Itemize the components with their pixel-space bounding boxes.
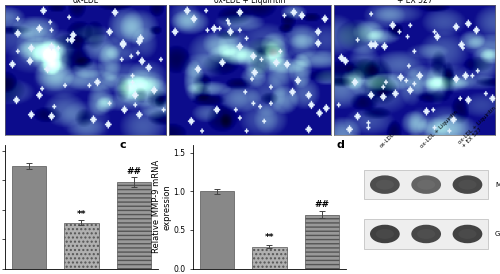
Text: **: ** bbox=[76, 210, 86, 219]
Y-axis label: Relative MMP-9 mRNA
expression: Relative MMP-9 mRNA expression bbox=[152, 160, 172, 253]
Ellipse shape bbox=[412, 225, 441, 243]
Text: MMP-9: MMP-9 bbox=[495, 182, 500, 188]
Text: ##: ## bbox=[314, 200, 330, 209]
Ellipse shape bbox=[412, 175, 441, 194]
Bar bbox=[364, 170, 488, 199]
Bar bbox=[12, 166, 46, 269]
Text: c: c bbox=[120, 140, 126, 150]
Text: d: d bbox=[336, 140, 344, 150]
Title: ox-LDL: ox-LDL bbox=[72, 0, 99, 5]
Bar bbox=[364, 219, 488, 249]
Title: ox-LDL + Liquiritin: ox-LDL + Liquiritin bbox=[214, 0, 286, 5]
Bar bbox=[305, 215, 339, 269]
Ellipse shape bbox=[458, 180, 476, 190]
Bar bbox=[117, 182, 151, 269]
Ellipse shape bbox=[376, 229, 394, 239]
Ellipse shape bbox=[376, 180, 394, 190]
Ellipse shape bbox=[417, 229, 436, 239]
Title: ox-LDL + Liquiritin
+ EX 527: ox-LDL + Liquiritin + EX 527 bbox=[378, 0, 450, 5]
Bar bbox=[200, 192, 234, 269]
Text: ox-LDL: ox-LDL bbox=[378, 132, 396, 149]
Ellipse shape bbox=[417, 180, 436, 190]
Text: ##: ## bbox=[126, 167, 142, 176]
Text: GAPDH: GAPDH bbox=[495, 231, 500, 237]
Text: ox-LDL + Liquiritin: ox-LDL + Liquiritin bbox=[420, 109, 460, 149]
Text: ox-LDL + Liquiritin
+ EX 527: ox-LDL + Liquiritin + EX 527 bbox=[457, 105, 500, 149]
Bar bbox=[64, 223, 98, 269]
Ellipse shape bbox=[452, 225, 482, 243]
Bar bbox=[252, 247, 286, 269]
Ellipse shape bbox=[370, 175, 400, 194]
Ellipse shape bbox=[458, 229, 476, 239]
Ellipse shape bbox=[452, 175, 482, 194]
Ellipse shape bbox=[370, 225, 400, 243]
Text: **: ** bbox=[264, 233, 274, 242]
